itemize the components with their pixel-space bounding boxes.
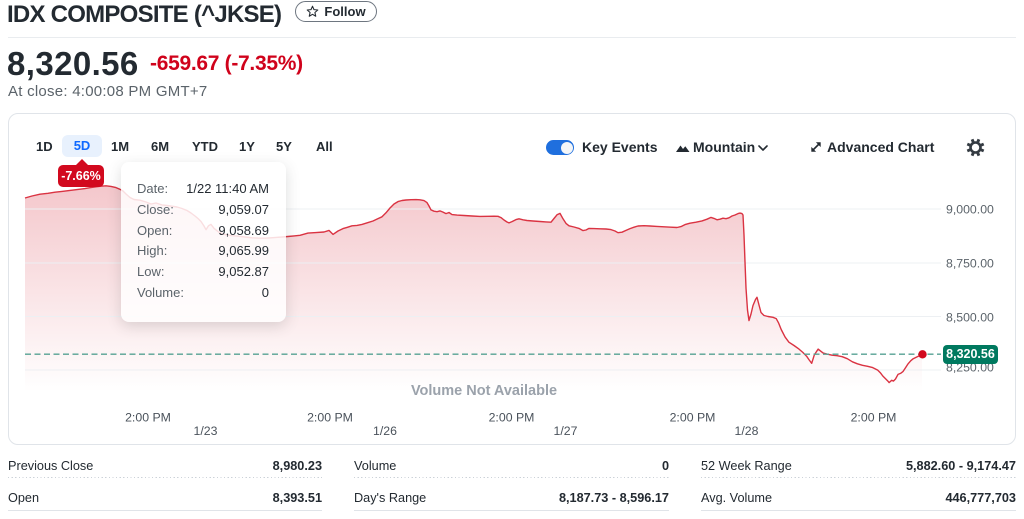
svg-text:1/26: 1/26	[373, 424, 397, 438]
svg-text:2:00 PM: 2:00 PM	[125, 411, 171, 425]
svg-text:2:00 PM: 2:00 PM	[851, 411, 897, 425]
svg-text:Volume Not Available: Volume Not Available	[411, 383, 557, 399]
svg-text:1/28: 1/28	[735, 424, 759, 438]
svg-text:1/27: 1/27	[554, 424, 578, 438]
svg-text:9,000.00: 9,000.00	[946, 202, 994, 216]
svg-text:1/23: 1/23	[194, 424, 218, 438]
svg-text:2:00 PM: 2:00 PM	[307, 411, 353, 425]
svg-text:2:00 PM: 2:00 PM	[489, 411, 535, 425]
svg-text:8,250.00: 8,250.00	[946, 361, 994, 375]
svg-text:8,750.00: 8,750.00	[946, 256, 994, 270]
svg-text:2:00 PM: 2:00 PM	[670, 411, 716, 425]
svg-text:8,500.00: 8,500.00	[946, 310, 994, 324]
